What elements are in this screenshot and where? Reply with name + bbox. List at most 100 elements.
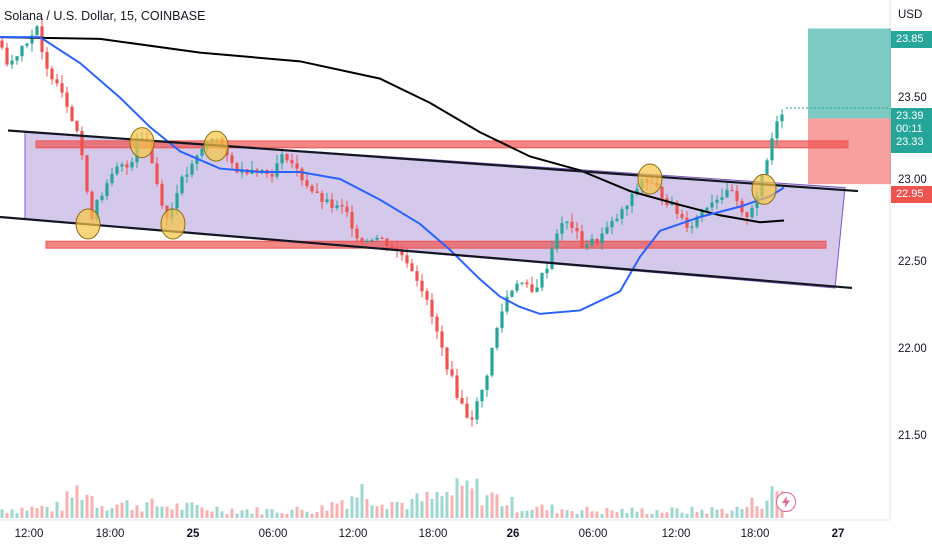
volume-bar bbox=[455, 478, 459, 518]
candle-body bbox=[690, 226, 694, 228]
candle-body bbox=[635, 188, 639, 194]
volume-bar bbox=[585, 506, 589, 518]
volume-bar bbox=[150, 498, 154, 518]
volume-bar bbox=[160, 506, 164, 518]
volume-bar bbox=[435, 491, 439, 518]
target-price-tag: 23.85 bbox=[891, 31, 932, 48]
y-tick-label: 21.50 bbox=[898, 430, 927, 442]
candle-body bbox=[370, 239, 374, 241]
candle-body bbox=[630, 193, 634, 206]
candle-body bbox=[615, 218, 619, 221]
candle-body bbox=[520, 282, 524, 284]
volume-bar bbox=[440, 496, 444, 518]
volume-bar bbox=[635, 511, 639, 518]
volume-bar bbox=[720, 508, 724, 518]
candle-body bbox=[315, 191, 319, 194]
flash-alert-button[interactable] bbox=[776, 492, 796, 512]
candle-body bbox=[155, 163, 159, 184]
volume-bar bbox=[80, 499, 84, 518]
candle-body bbox=[445, 347, 449, 370]
volume-bar bbox=[295, 506, 299, 518]
volume-bar bbox=[590, 511, 594, 518]
volume-bar bbox=[565, 510, 569, 518]
candle-body bbox=[750, 207, 754, 218]
candle-body bbox=[0, 40, 4, 48]
volume-bar bbox=[395, 501, 399, 518]
candle-body bbox=[565, 221, 569, 224]
volume-bar bbox=[60, 510, 64, 518]
candle-body bbox=[75, 120, 79, 132]
volume-bar bbox=[95, 507, 99, 518]
volume-bar bbox=[275, 512, 279, 518]
candle-body bbox=[310, 186, 314, 192]
candle-body bbox=[415, 271, 419, 281]
candle-body bbox=[90, 191, 94, 220]
candle-body bbox=[65, 92, 69, 107]
candle-body bbox=[560, 223, 564, 234]
candle-body bbox=[550, 248, 554, 269]
candle-body bbox=[110, 173, 114, 184]
candle-body bbox=[60, 83, 64, 93]
volume-bar bbox=[260, 514, 264, 518]
volume-bar bbox=[130, 510, 134, 518]
volume-bar bbox=[595, 511, 599, 518]
y-tick-label: 23.50 bbox=[898, 92, 927, 104]
candle-body bbox=[705, 207, 709, 211]
candle-body bbox=[610, 220, 614, 228]
candle-body bbox=[375, 237, 379, 240]
candle-body bbox=[340, 205, 344, 207]
candle-body bbox=[275, 163, 279, 177]
candle-body bbox=[380, 237, 384, 239]
volume-bar bbox=[650, 513, 654, 518]
candle-body bbox=[300, 168, 304, 181]
candle-body bbox=[400, 249, 404, 256]
candle-body bbox=[625, 205, 629, 210]
candle-body bbox=[190, 163, 194, 175]
volume-bar bbox=[695, 511, 699, 518]
candle-body bbox=[80, 131, 84, 156]
volume-bar bbox=[265, 508, 269, 518]
candle-body bbox=[350, 212, 354, 229]
volume-bar bbox=[540, 504, 544, 518]
volume-bar bbox=[460, 485, 464, 518]
volume-bar bbox=[600, 513, 604, 518]
touch-point-highlight bbox=[637, 163, 663, 195]
candle-body bbox=[85, 155, 89, 192]
candle-body bbox=[495, 327, 499, 348]
volume-bar bbox=[75, 485, 79, 518]
volume-bar bbox=[0, 509, 4, 518]
volume-bar bbox=[515, 512, 519, 518]
y-tick-label: 22.00 bbox=[898, 343, 927, 355]
symbol-title: Solana / U.S. Dollar, 15, COINBASE bbox=[4, 9, 206, 23]
volume-bar bbox=[120, 502, 124, 518]
volume-bar bbox=[420, 501, 424, 518]
candle-body bbox=[410, 263, 414, 272]
entry-price-value: 23.33 bbox=[896, 136, 924, 148]
candle-body bbox=[530, 284, 534, 292]
candle-body bbox=[535, 287, 539, 292]
volume-bar bbox=[510, 496, 514, 518]
candle-body bbox=[660, 186, 664, 199]
volume-bar bbox=[270, 509, 274, 518]
candle-body bbox=[320, 193, 324, 203]
fast-moving-average bbox=[0, 36, 785, 315]
volume-bar bbox=[465, 480, 469, 518]
candle-body bbox=[675, 202, 679, 214]
x-tick-label: 18:00 bbox=[95, 528, 125, 540]
volume-bar bbox=[25, 510, 29, 518]
x-tick-label: 27 bbox=[831, 528, 845, 540]
x-tick-label: 18:00 bbox=[740, 528, 770, 540]
candle-body bbox=[475, 401, 479, 420]
volume-bar bbox=[330, 502, 334, 518]
candle-body bbox=[745, 212, 749, 218]
candle-body bbox=[15, 56, 19, 61]
currency-label: USD bbox=[898, 9, 923, 21]
candle-body bbox=[335, 205, 339, 208]
volume-bar bbox=[630, 507, 634, 518]
candle-body bbox=[360, 238, 364, 242]
candle-body bbox=[720, 197, 724, 200]
volume-bar bbox=[535, 506, 539, 518]
volume-bar bbox=[245, 509, 249, 518]
